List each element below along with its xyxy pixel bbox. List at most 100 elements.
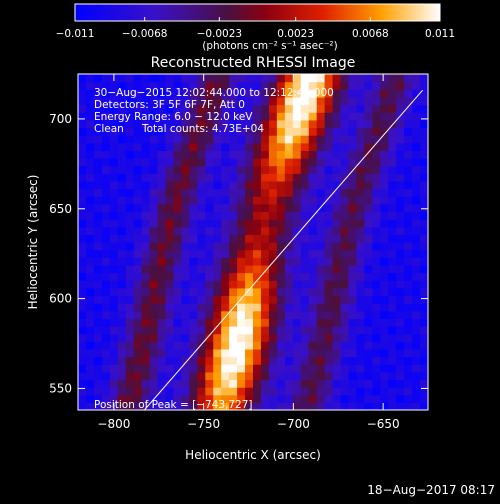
heatmap-cell [396, 180, 405, 190]
heatmap-cell [332, 173, 342, 182]
heatmap-cell [276, 257, 286, 266]
heatmap-cell [380, 127, 389, 136]
heatmap-cell [388, 364, 397, 373]
heatmap-cell [125, 74, 135, 83]
heatmap-cell [396, 326, 405, 335]
heatmap-cell [93, 295, 103, 304]
heatmap-cell [237, 333, 246, 342]
heatmap-cell [300, 257, 310, 266]
heatmap-cell [324, 234, 334, 243]
heatmap-cell [205, 188, 214, 197]
heatmap-cell [348, 242, 358, 251]
heatmap-cell [157, 249, 167, 258]
heatmap-cell [396, 165, 405, 174]
heatmap-cell [93, 402, 103, 410]
heatmap-cell [372, 135, 381, 144]
heatmap-cell [125, 203, 135, 213]
heatmap-cell [213, 303, 222, 312]
heatmap-cell [205, 112, 214, 121]
heatmap-cell [181, 226, 190, 235]
heatmap-cell [284, 112, 294, 121]
heatmap-cell [388, 89, 397, 98]
heatmap-cell [205, 348, 214, 358]
heatmap-cell [412, 135, 421, 144]
heatmap-cell [117, 387, 127, 396]
heatmap-cell [388, 104, 397, 113]
heatmap-cell [93, 219, 103, 228]
heatmap-cell [213, 371, 222, 381]
heatmap-cell [173, 364, 183, 373]
heatmap-cell [109, 119, 119, 129]
heatmap-cell [292, 180, 302, 190]
heatmap-cell [276, 219, 286, 228]
heatmap-cell [245, 135, 254, 144]
heatmap-cell [78, 394, 87, 403]
heatmap-cell [173, 303, 183, 312]
heatmap-cell [372, 219, 381, 228]
heatmap-cell [268, 249, 278, 258]
heatmap-cell [404, 203, 413, 213]
heatmap-cell [189, 272, 198, 281]
heatmap-cell [85, 272, 95, 281]
heatmap-cell [332, 127, 342, 136]
heatmap-cell [165, 96, 175, 106]
heatmap-cell [268, 264, 278, 274]
heatmap-cell [292, 165, 302, 174]
heatmap-cell [324, 394, 334, 403]
heatmap-cell [324, 89, 334, 98]
heatmap-cell [404, 310, 413, 319]
heatmap-cell [396, 287, 405, 297]
heatmap-cell [356, 173, 365, 182]
heatmap-cell [173, 127, 183, 136]
heatmap-cell [372, 96, 381, 106]
heatmap-cell [213, 333, 222, 342]
heatmap-cell [420, 112, 428, 121]
heatmap-cell [364, 287, 373, 297]
heatmap-cell [308, 379, 318, 388]
heatmap-cell [245, 180, 254, 190]
heatmap-cell [308, 326, 318, 335]
heatmap-cell [380, 356, 389, 365]
heatmap-cell [300, 287, 310, 297]
heatmap-cell [284, 104, 294, 113]
heatmap-cell [181, 341, 190, 350]
heatmap-cell [149, 272, 159, 281]
heatmap-cell [165, 226, 175, 235]
heatmap-cell [284, 249, 294, 258]
heatmap-cell [316, 112, 326, 121]
heatmap-cell [284, 387, 294, 396]
heatmap-cell [316, 287, 326, 297]
heatmap-cell [356, 364, 365, 373]
heatmap-cell [157, 272, 167, 281]
heatmap-cell [324, 142, 334, 151]
y-tick-label: 650 [49, 202, 72, 216]
heatmap-cell [332, 364, 342, 373]
heatmap-cell [324, 318, 334, 327]
heatmap-cell [173, 341, 183, 350]
heatmap-cell [109, 356, 119, 365]
heatmap-cell [348, 234, 358, 243]
heatmap-cell [404, 303, 413, 312]
heatmap-cell [372, 264, 381, 274]
heatmap-cell [356, 119, 365, 129]
heatmap-cell [173, 81, 183, 90]
heatmap-cell [380, 310, 389, 319]
heatmap-cell [284, 203, 294, 213]
heatmap-cell [173, 158, 183, 167]
heatmap-cell [165, 234, 175, 243]
heatmap-cell [324, 188, 334, 197]
heatmap-cell [404, 242, 413, 251]
heatmap-cell [149, 318, 159, 327]
heatmap-cell [117, 74, 127, 83]
heatmap-cell [101, 173, 111, 182]
heatmap-cell [149, 371, 159, 381]
heatmap-cell [221, 219, 230, 228]
heatmap-cell [181, 196, 190, 205]
heatmap-cell [213, 119, 222, 129]
heatmap-cell [348, 257, 358, 266]
heatmap-cell [308, 341, 318, 350]
heatmap-cell [173, 173, 183, 182]
heatmap-cell [173, 112, 183, 121]
heatmap-cell [245, 234, 254, 243]
heatmap-cell [229, 394, 238, 403]
